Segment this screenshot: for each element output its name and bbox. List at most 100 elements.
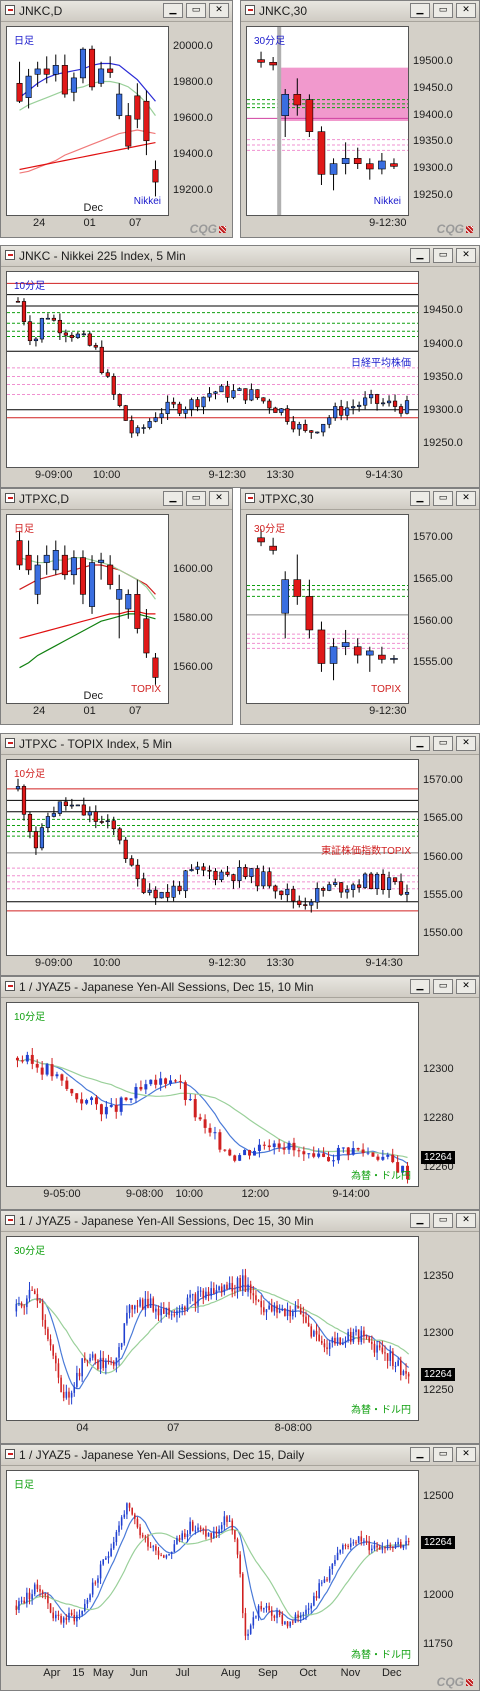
candle bbox=[51, 806, 56, 818]
close-button[interactable]: ✕ bbox=[209, 3, 229, 18]
candle bbox=[139, 1523, 141, 1539]
candle bbox=[183, 869, 188, 898]
candle bbox=[39, 1297, 41, 1304]
chart-window[interactable]: JNKC - Nikkei 225 Index, 5 Min ▁ ▭ ✕ 10分足 日経平… bbox=[0, 245, 480, 488]
minimize-button[interactable]: ▁ bbox=[410, 248, 430, 263]
plot-area[interactable] bbox=[6, 1002, 419, 1187]
candle bbox=[243, 1149, 247, 1156]
close-button[interactable]: ✕ bbox=[456, 3, 476, 18]
candle bbox=[60, 1613, 62, 1625]
plot-area[interactable] bbox=[246, 514, 409, 704]
close-button[interactable]: ✕ bbox=[456, 491, 476, 506]
candle bbox=[162, 1554, 165, 1559]
close-button[interactable]: ✕ bbox=[209, 491, 229, 506]
candle bbox=[247, 1629, 249, 1641]
minimize-button[interactable]: ▁ bbox=[410, 979, 430, 994]
close-button[interactable]: ✕ bbox=[456, 248, 476, 263]
maximize-button[interactable]: ▭ bbox=[433, 1213, 453, 1228]
close-button[interactable]: ✕ bbox=[456, 1213, 476, 1228]
candle bbox=[228, 1515, 231, 1522]
x-tick-label: 9-12:30 bbox=[369, 217, 407, 229]
candle bbox=[83, 1599, 86, 1613]
y-tick-label: 1570.00 bbox=[413, 530, 453, 543]
chart-window[interactable]: JNKC,30 ▁ ▭ ✕ 30分足 Nikkei 19500.0 19450.0 19400.… bbox=[240, 0, 480, 238]
candle bbox=[105, 369, 110, 379]
window-titlebar[interactable]: JTPXC,D ▁ ▭ ✕ bbox=[1, 489, 232, 510]
window-titlebar[interactable]: 1 / JYAZ5 - Japanese Yen-All Sessions, D… bbox=[1, 1211, 479, 1232]
close-button[interactable]: ✕ bbox=[456, 1447, 476, 1462]
maximize-button[interactable]: ▭ bbox=[433, 491, 453, 506]
plot-area[interactable] bbox=[6, 1470, 419, 1666]
y-tick-label: 1565.00 bbox=[423, 812, 463, 825]
candle bbox=[119, 1096, 123, 1116]
candle bbox=[297, 1147, 301, 1158]
candle bbox=[318, 1579, 320, 1599]
plot-area[interactable] bbox=[6, 514, 169, 704]
window-titlebar[interactable]: JTPXC - TOPIX Index, 5 Min ▁ ▭ ✕ bbox=[1, 734, 479, 755]
candle bbox=[286, 1620, 289, 1629]
chart-window[interactable]: 1 / JYAZ5 - Japanese Yen-All Sessions, D… bbox=[0, 1210, 480, 1444]
candle bbox=[226, 1515, 228, 1527]
candle bbox=[165, 395, 170, 420]
candle bbox=[44, 1314, 47, 1336]
maximize-button[interactable]: ▭ bbox=[186, 491, 206, 506]
window-titlebar[interactable]: JNKC,D ▁ ▭ ✕ bbox=[1, 1, 232, 22]
close-button[interactable]: ✕ bbox=[456, 736, 476, 751]
chart-window[interactable]: 1 / JYAZ5 - Japanese Yen-All Sessions, D… bbox=[0, 976, 480, 1210]
candle bbox=[194, 1525, 197, 1535]
maximize-button[interactable]: ▭ bbox=[433, 736, 453, 751]
candle bbox=[328, 1339, 331, 1357]
close-button[interactable]: ✕ bbox=[456, 979, 476, 994]
x-tick-label: Jun bbox=[130, 1667, 148, 1679]
candle bbox=[369, 871, 374, 890]
window-titlebar[interactable]: JNKC,30 ▁ ▭ ✕ bbox=[241, 1, 479, 22]
window-titlebar[interactable]: JNKC - Nikkei 225 Index, 5 Min ▁ ▭ ✕ bbox=[1, 246, 479, 267]
candle bbox=[248, 1149, 252, 1160]
candle bbox=[334, 1331, 336, 1346]
maximize-button[interactable]: ▭ bbox=[433, 1447, 453, 1462]
plot-area[interactable] bbox=[6, 26, 169, 216]
plot-area[interactable] bbox=[6, 759, 419, 956]
candle bbox=[99, 1350, 102, 1374]
chart-window[interactable]: JTPXC,30 ▁ ▭ ✕ 30分足 TOPIX 1570.00 1565.00 1560.0… bbox=[240, 488, 480, 725]
candle bbox=[386, 395, 392, 407]
candle bbox=[215, 1284, 218, 1301]
candle bbox=[405, 1363, 407, 1380]
window-titlebar[interactable]: 1 / JYAZ5 - Japanese Yen-All Sessions, D… bbox=[1, 977, 479, 998]
chart-window[interactable]: JTPXC - TOPIX Index, 5 Min ▁ ▭ ✕ 10分足 東証株価指数T… bbox=[0, 733, 480, 976]
plot-area[interactable] bbox=[6, 271, 419, 468]
candle bbox=[297, 1299, 299, 1309]
minimize-button[interactable]: ▁ bbox=[163, 491, 183, 506]
candle bbox=[333, 402, 338, 421]
candle bbox=[269, 57, 277, 71]
timeframe-label: 日足 bbox=[14, 36, 34, 47]
minimize-button[interactable]: ▁ bbox=[410, 736, 430, 751]
candle bbox=[257, 1604, 260, 1621]
maximize-button[interactable]: ▭ bbox=[433, 248, 453, 263]
plot-area[interactable] bbox=[6, 1236, 419, 1421]
chart-window[interactable]: 1 / JYAZ5 - Japanese Yen-All Sessions, D… bbox=[0, 1444, 480, 1691]
minimize-button[interactable]: ▁ bbox=[410, 1447, 430, 1462]
candle bbox=[373, 1340, 376, 1357]
window-titlebar[interactable]: JTPXC,30 ▁ ▭ ✕ bbox=[241, 489, 479, 510]
window-titlebar[interactable]: 1 / JYAZ5 - Japanese Yen-All Sessions, D… bbox=[1, 1445, 479, 1466]
minimize-button[interactable]: ▁ bbox=[163, 3, 183, 18]
maximize-button[interactable]: ▭ bbox=[433, 979, 453, 994]
candle bbox=[176, 1306, 178, 1323]
maximize-button[interactable]: ▭ bbox=[433, 3, 453, 18]
maximize-button[interactable]: ▭ bbox=[186, 3, 206, 18]
candle bbox=[70, 72, 77, 102]
minimize-button[interactable]: ▁ bbox=[410, 3, 430, 18]
chart-window[interactable]: JTPXC,D ▁ ▭ ✕ 日足 TOPIX 1600.00 1580.00 1560.00 24… bbox=[0, 488, 233, 725]
x-axis: 24 01 07 bbox=[6, 705, 169, 718]
minimize-button[interactable]: ▁ bbox=[410, 491, 430, 506]
chart-window[interactable]: JNKC,D ▁ ▭ ✕ 日足 Nikkei 20000.0 19800.0 19600.0 19… bbox=[0, 0, 233, 238]
candle bbox=[310, 1602, 313, 1613]
candle bbox=[381, 1542, 384, 1554]
candle bbox=[289, 1621, 291, 1629]
candle bbox=[52, 1344, 54, 1360]
candle bbox=[107, 1354, 110, 1365]
minimize-button[interactable]: ▁ bbox=[410, 1213, 430, 1228]
candle bbox=[247, 1277, 249, 1297]
plot-area[interactable] bbox=[246, 26, 409, 216]
